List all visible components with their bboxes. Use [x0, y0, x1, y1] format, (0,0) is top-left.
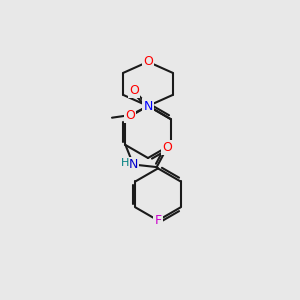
Text: N: N: [143, 100, 153, 112]
Text: F: F: [154, 214, 161, 227]
Text: O: O: [162, 141, 172, 154]
Text: N: N: [129, 158, 138, 171]
Text: O: O: [143, 55, 153, 68]
Text: O: O: [129, 84, 139, 97]
Text: O: O: [125, 109, 135, 122]
Text: H: H: [121, 158, 130, 169]
